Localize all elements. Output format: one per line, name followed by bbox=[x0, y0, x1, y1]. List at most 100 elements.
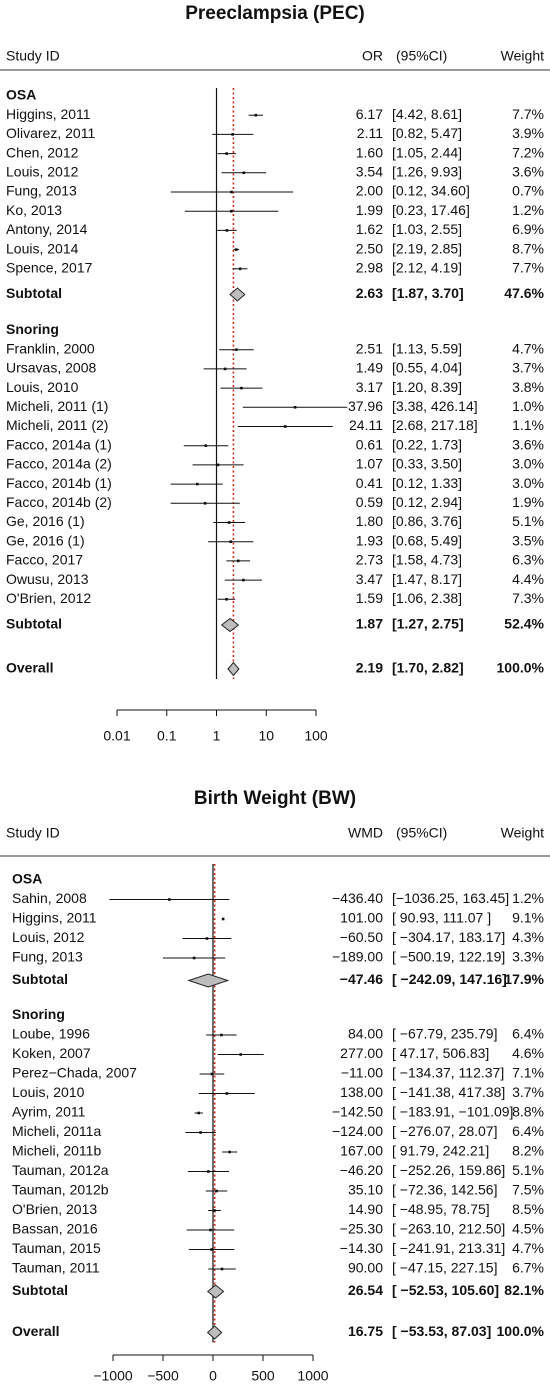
weight-value: 0.7% bbox=[512, 183, 544, 199]
weight-value: 4.5% bbox=[512, 1221, 544, 1237]
column-header-weight: Weight bbox=[501, 825, 544, 841]
overall-label: Overall bbox=[12, 1323, 59, 1339]
confidence-interval-value: [0.12, 2.94] bbox=[392, 494, 462, 510]
effect-estimate-value: −46.20 bbox=[340, 1162, 383, 1178]
effect-estimate-value: 1.07 bbox=[356, 456, 383, 472]
weight-value: 7.3% bbox=[512, 590, 544, 606]
study-label: Louis, 2012 bbox=[6, 164, 79, 180]
confidence-interval-value: [ −242.09, 147.16] bbox=[392, 971, 507, 987]
weight-value: 4.7% bbox=[512, 1240, 544, 1256]
x-axis-tick-label: −1000 bbox=[93, 1368, 133, 1384]
effect-estimate-value: 2.19 bbox=[356, 660, 383, 676]
effect-estimate-value: 0.59 bbox=[356, 494, 383, 510]
effect-estimate-value: −142.50 bbox=[332, 1104, 383, 1120]
column-header-weight: Weight bbox=[501, 48, 544, 64]
weight-value: 17.9% bbox=[504, 971, 544, 987]
column-header-ci: (95%CI) bbox=[396, 825, 447, 841]
weight-value: 1.2% bbox=[512, 202, 544, 218]
effect-estimate-value: 2.50 bbox=[356, 240, 383, 256]
point-estimate-marker bbox=[203, 502, 207, 505]
column-header-study-id: Study ID bbox=[6, 825, 60, 841]
weight-value: 7.7% bbox=[512, 106, 544, 122]
weight-value: 8.7% bbox=[512, 240, 544, 256]
confidence-interval-value: [ −52.53, 105.60] bbox=[392, 1282, 499, 1298]
point-estimate-marker bbox=[225, 229, 229, 232]
point-estimate-marker bbox=[215, 1189, 218, 1193]
confidence-interval-value: [ −48.95, 78.75] bbox=[392, 1201, 490, 1217]
overall-label: Overall bbox=[6, 660, 53, 676]
confidence-interval-value: [ −72.36, 142.56] bbox=[392, 1182, 497, 1198]
point-estimate-marker bbox=[227, 521, 231, 524]
point-estimate-marker bbox=[231, 133, 234, 136]
weight-value: 47.6% bbox=[504, 285, 544, 301]
weight-value: 8.2% bbox=[512, 1143, 544, 1159]
overall-diamond bbox=[227, 661, 240, 677]
effect-estimate-value: 1.99 bbox=[356, 202, 383, 218]
point-estimate-marker bbox=[205, 937, 209, 940]
point-estimate-marker bbox=[220, 1033, 223, 1037]
study-label: Chen, 2012 bbox=[6, 144, 79, 160]
study-label: Facco, 2014b (1) bbox=[6, 475, 112, 491]
study-label: Ko, 2013 bbox=[6, 202, 62, 218]
overall-diamond bbox=[206, 1325, 223, 1340]
effect-estimate-value: 90.00 bbox=[348, 1260, 383, 1276]
study-label: Owusu, 2013 bbox=[6, 571, 89, 587]
study-label: Tauman, 2011 bbox=[12, 1260, 100, 1276]
effect-estimate-value: −124.00 bbox=[332, 1123, 383, 1139]
point-estimate-marker bbox=[239, 1053, 242, 1056]
weight-value: 6.3% bbox=[512, 552, 544, 568]
chart-title: Preeclampsia (PEC) bbox=[185, 3, 365, 24]
study-label: Micheli, 2011 (2) bbox=[6, 417, 108, 433]
point-estimate-marker bbox=[210, 1248, 213, 1251]
confidence-interval-value: [ −276.07, 28.07] bbox=[392, 1123, 497, 1139]
weight-value: 6.9% bbox=[512, 221, 544, 237]
confidence-interval-value: [ 47.17, 506.83] bbox=[392, 1045, 489, 1061]
study-label: O'Brien, 2012 bbox=[6, 590, 91, 606]
effect-estimate-value: 277.00 bbox=[340, 1045, 383, 1061]
point-estimate-marker bbox=[225, 1092, 229, 1095]
confidence-interval-value: [1.58, 4.73] bbox=[392, 552, 462, 568]
forest-plot-panel-2: Birth Weight (BW) Study ID WMD (95%CI) Weigh… bbox=[0, 788, 550, 1384]
effect-estimate-value: 2.00 bbox=[356, 183, 383, 199]
study-label: Olivarez, 2011 bbox=[6, 125, 95, 141]
weight-value: 3.0% bbox=[512, 456, 544, 472]
effect-estimate-value: 84.00 bbox=[348, 1026, 383, 1042]
subtotal-diamond bbox=[187, 973, 230, 988]
effect-estimate-value: 14.90 bbox=[348, 1201, 383, 1217]
effect-estimate-value: 2.98 bbox=[356, 260, 383, 276]
effect-estimate-value: 16.75 bbox=[348, 1323, 383, 1339]
point-estimate-marker bbox=[230, 190, 233, 194]
study-label: Micheli, 2011 (1) bbox=[6, 398, 108, 414]
study-label: Facco, 2017 bbox=[6, 552, 83, 568]
weight-value: 52.4% bbox=[504, 616, 544, 632]
point-estimate-marker bbox=[293, 406, 297, 409]
effect-estimate-value: 1.49 bbox=[356, 360, 383, 376]
weight-value: 100.0% bbox=[497, 660, 545, 676]
subtotal-label: Subtotal bbox=[12, 1282, 68, 1298]
x-axis-tick-label: 0.01 bbox=[103, 728, 130, 744]
weight-value: 3.9% bbox=[512, 125, 544, 141]
point-estimate-marker bbox=[238, 267, 242, 271]
forest-plot-panel-1: Preeclampsia (PEC) Study ID OR (95%CI) Weigh… bbox=[0, 3, 550, 744]
study-label: Koken, 2007 bbox=[12, 1045, 91, 1061]
effect-estimate-value: 6.17 bbox=[356, 106, 383, 122]
confidence-interval-value: [1.26, 9.93] bbox=[392, 164, 462, 180]
study-label: Micheli, 2011a bbox=[12, 1123, 101, 1139]
study-label: O'Brien, 2013 bbox=[12, 1201, 97, 1217]
study-label: Louis, 2014 bbox=[6, 240, 79, 256]
point-estimate-marker bbox=[210, 1072, 214, 1076]
point-estimate-marker bbox=[242, 578, 245, 582]
study-label: Tauman, 2015 bbox=[12, 1240, 101, 1256]
confidence-interval-value: [0.68, 5.49] bbox=[392, 532, 462, 548]
weight-value: 5.1% bbox=[512, 1162, 544, 1178]
point-estimate-marker bbox=[254, 113, 258, 117]
point-estimate-marker bbox=[195, 482, 199, 486]
confidence-interval-value: [0.12, 34.60] bbox=[392, 183, 470, 199]
chart-title: Birth Weight (BW) bbox=[194, 788, 356, 809]
point-estimate-marker bbox=[192, 956, 196, 960]
effect-estimate-value: 1.59 bbox=[356, 590, 383, 606]
effect-estimate-value: −25.30 bbox=[340, 1221, 383, 1237]
study-label: Bassan, 2016 bbox=[12, 1221, 98, 1237]
confidence-interval-value: [1.03, 2.55] bbox=[392, 221, 462, 237]
study-label: Fung, 2013 bbox=[6, 183, 77, 199]
